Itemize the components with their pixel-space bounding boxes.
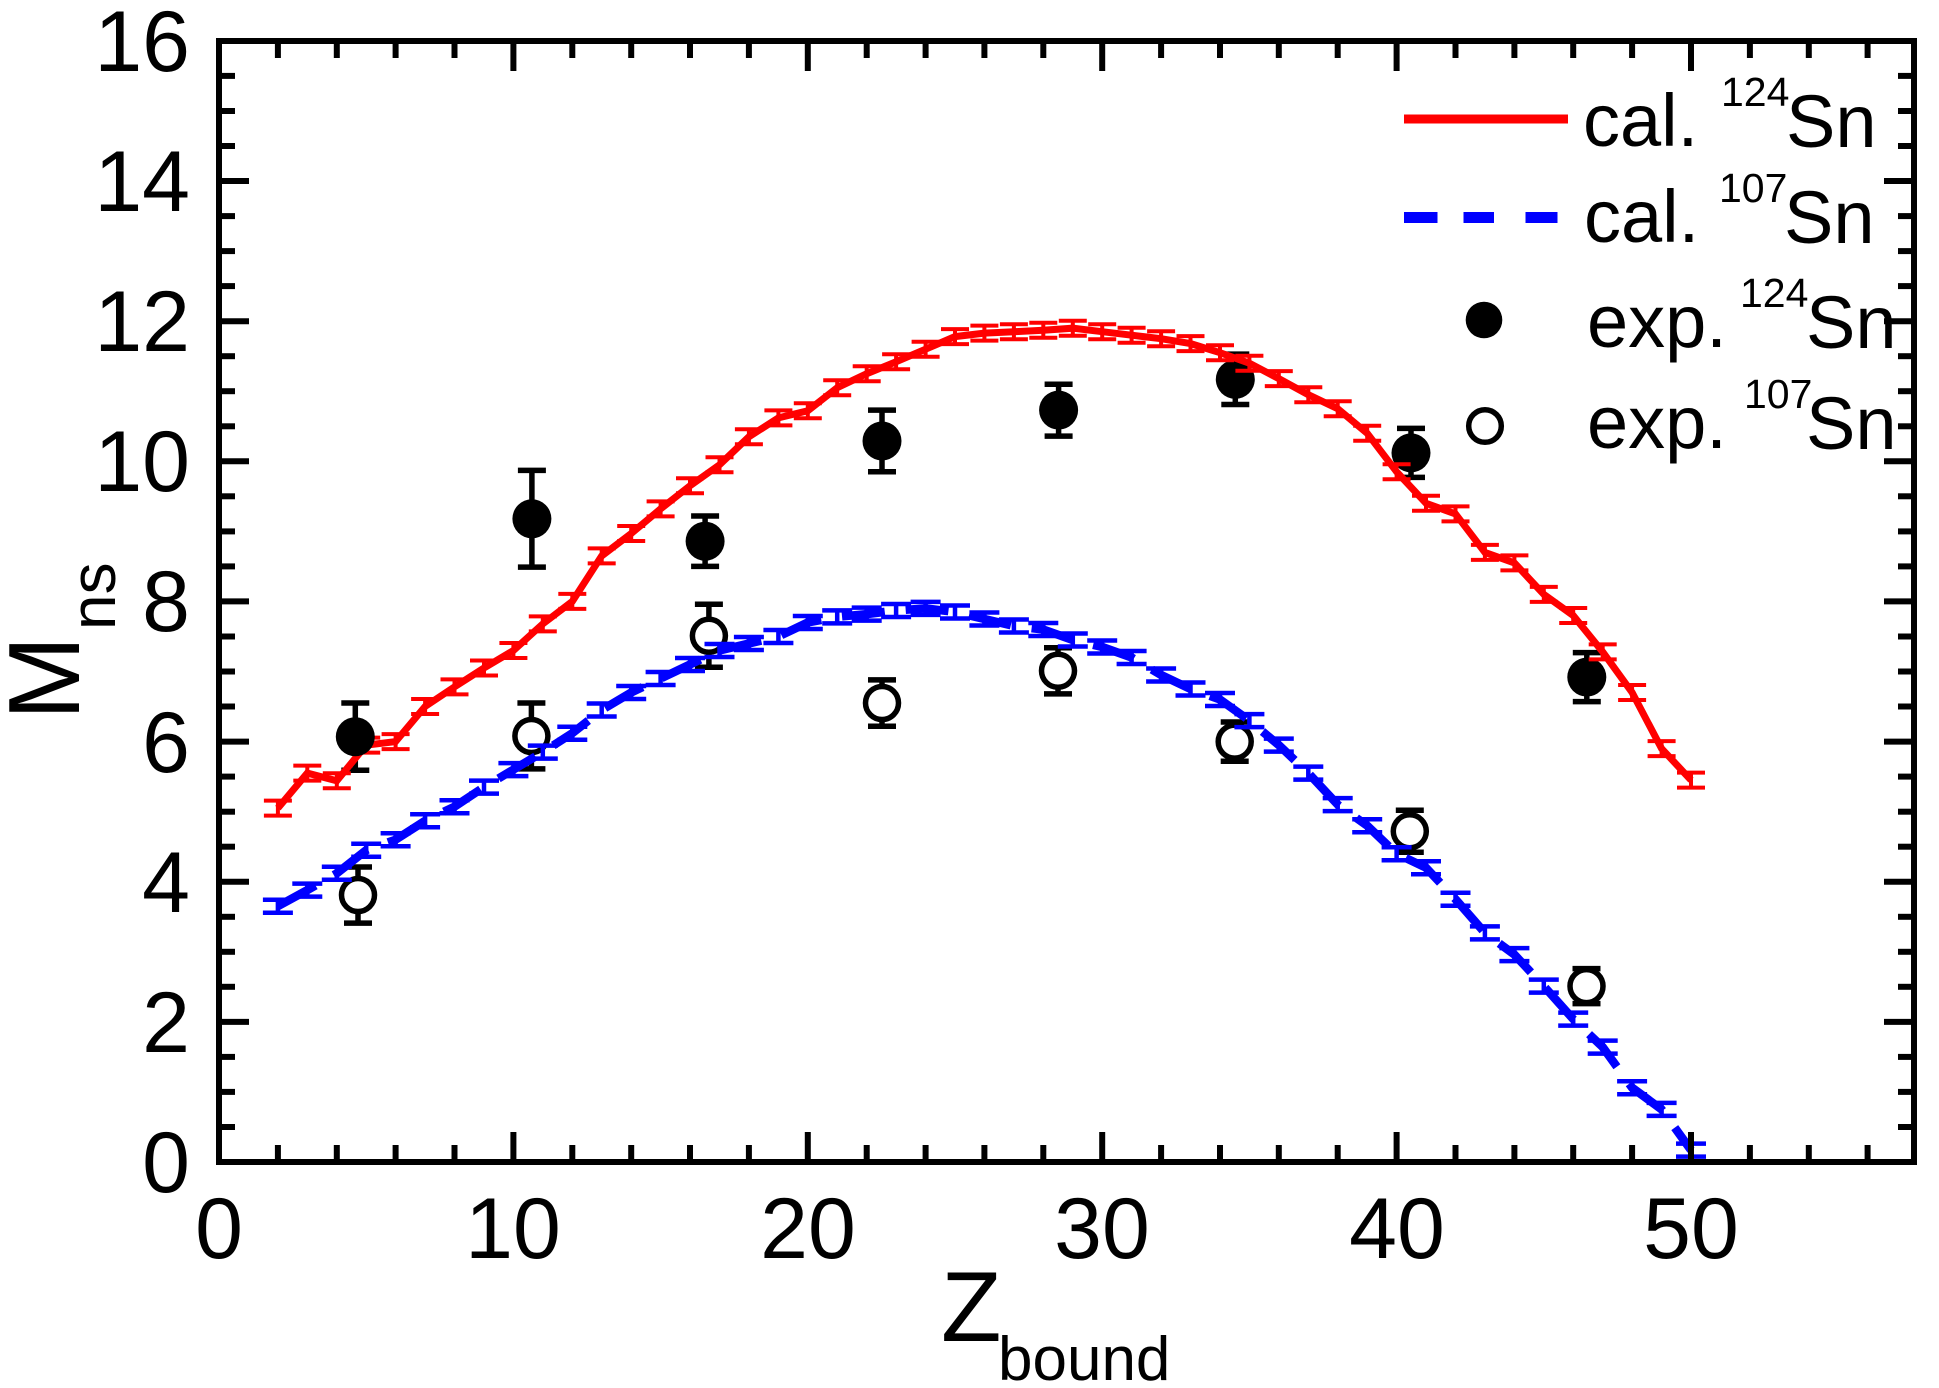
svg-text:0: 0 [195, 1181, 243, 1277]
svg-text:2: 2 [142, 975, 190, 1071]
svg-text:exp.: exp. [1587, 280, 1727, 363]
svg-text:bound: bound [998, 1325, 1170, 1383]
svg-text:8: 8 [142, 554, 190, 650]
svg-text:10: 10 [94, 414, 190, 510]
svg-text:14: 14 [94, 134, 190, 230]
svg-text:40: 40 [1349, 1181, 1445, 1277]
svg-text:Sn: Sn [1806, 281, 1897, 364]
svg-text:Sn: Sn [1806, 382, 1897, 465]
svg-text:107: 107 [1719, 165, 1787, 211]
svg-text:M: M [0, 636, 101, 720]
svg-text:Sn: Sn [1784, 176, 1875, 259]
svg-text:124: 124 [1721, 69, 1789, 115]
svg-text:6: 6 [142, 695, 190, 791]
svg-text:4: 4 [142, 835, 190, 931]
svg-text:Sn: Sn [1786, 80, 1877, 163]
svg-text:ns: ns [57, 562, 129, 630]
svg-text:Z: Z [941, 1251, 1001, 1362]
svg-text:0: 0 [142, 1115, 190, 1211]
svg-text:16: 16 [94, 0, 190, 90]
svg-text:50: 50 [1643, 1181, 1739, 1277]
svg-text:107: 107 [1744, 371, 1812, 417]
svg-text:cal.: cal. [1583, 79, 1698, 162]
svg-text:cal.: cal. [1584, 175, 1699, 258]
svg-text:12: 12 [94, 274, 190, 370]
svg-text:20: 20 [760, 1181, 856, 1277]
svg-text:124: 124 [1740, 270, 1808, 316]
svg-text:10: 10 [465, 1181, 561, 1277]
svg-text:exp.: exp. [1587, 381, 1727, 464]
svg-text:30: 30 [1054, 1181, 1150, 1277]
